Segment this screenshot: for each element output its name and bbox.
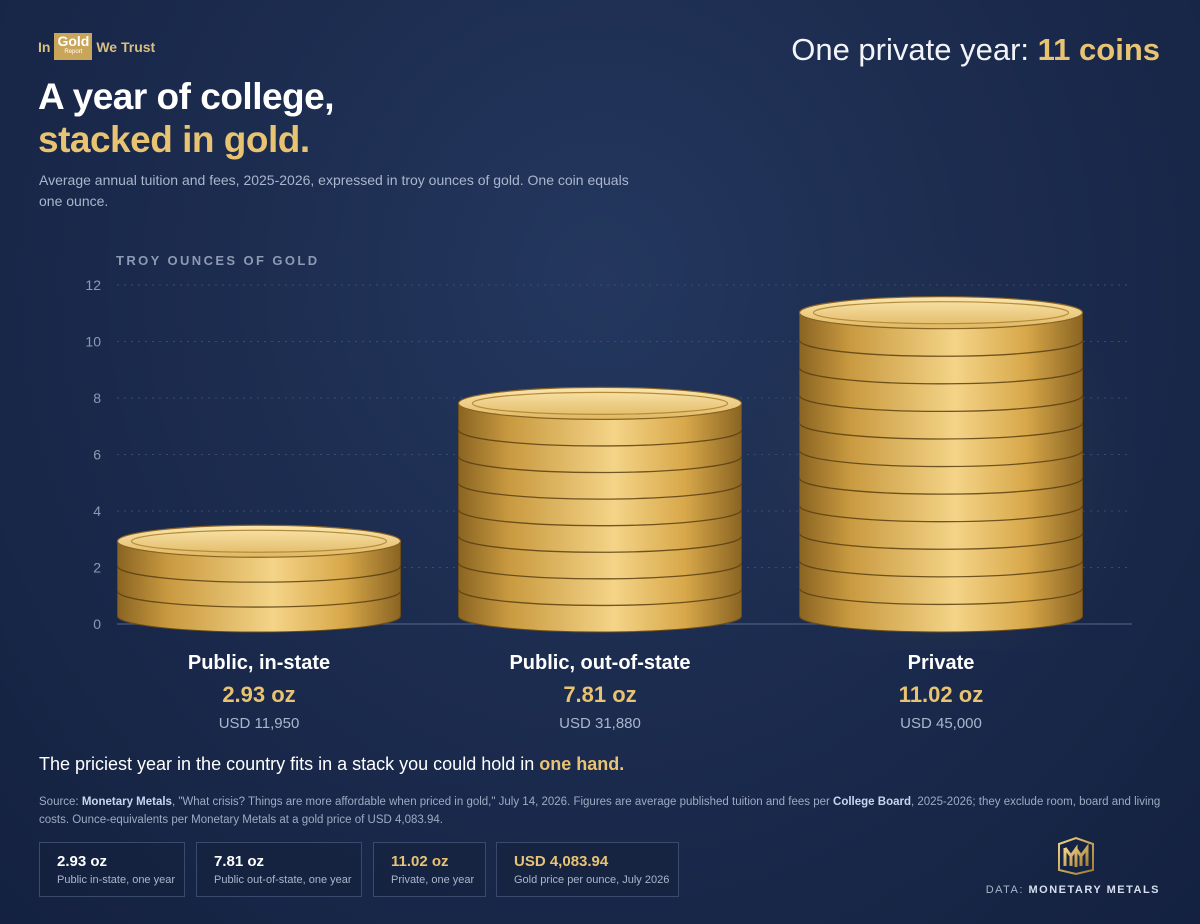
stat-value: 7.81 oz [214,853,265,870]
stat-card-public-out-of-state: 7.81 oz Public out-of-state, one year [196,842,362,897]
source-prefix: Source: [39,796,79,808]
coin-stack-bar [457,386,743,633]
y-tick-label: 10 [85,334,101,350]
credit-prefix: DATA: [985,884,1024,896]
category-ounces: 7.81 oz [563,682,637,707]
credit-name: MONETARY METALS [1028,884,1160,896]
coin-edge [798,395,1084,413]
monetary-metals-logo-icon [1058,836,1094,876]
stat-description: Public in-state, one year [57,874,176,886]
coin-edge [798,367,1084,385]
stat-value: USD 4,083.94 [514,853,609,870]
coin-edge [457,456,743,474]
coin-top-rim [471,391,729,415]
coin-edge [457,509,743,527]
source-publisher-link[interactable]: Monetary Metals [81,796,172,808]
source-org-link[interactable]: College Board [833,796,911,808]
coin-edge [798,340,1084,357]
brand-gold-box: Gold Report [54,33,93,60]
coin-stack-bar [116,524,402,633]
y-tick-label: 0 [93,616,101,632]
coin-edge [798,450,1084,468]
stat-value: 11.02 oz [391,853,449,870]
category-public-out-of-state: Public, out-of-state 7.81 oz USD 31,880 [440,652,760,732]
coin-edge [798,422,1084,440]
stat-card-private: 11.02 oz Private, one year [373,842,486,897]
coin-top-face [798,296,1084,330]
category-name: Public, out-of-state [509,652,691,674]
source-suffix: , 2025-2026; they exclude room, board an… [39,796,1161,826]
stat-card-gold-price: USD 4,083.94 Gold price per ounce, July … [496,842,679,897]
coin-edge [798,560,1084,578]
brand-logo: In Gold Report We Trust [38,33,155,60]
category-private: Private 11.02 oz USD 45,000 [781,652,1101,732]
stat-card-public-in-state: 2.93 oz Public in-state, one year [39,842,185,897]
coin-stack-body [799,312,1083,633]
category-ounces: 2.93 oz [222,682,296,707]
title-line-2: stacked in gold. [38,119,310,160]
coin-edge [116,566,402,583]
source-middle: , "What crisis? Things are more affordab… [171,796,830,808]
headline: One private year: 11 coins [791,32,1160,68]
y-tick-label: 4 [93,503,101,519]
coin-edge [457,536,743,553]
brand-prefix: In [38,38,51,55]
coin-stack-body [117,540,401,633]
coin-stack-chart: 0 2 4 6 8 10 12 [85,235,1151,650]
category-usd: USD 45,000 [900,715,982,732]
subtitle: Average annual tuition and fees, 2025-20… [39,172,629,209]
coin-edge [457,482,743,500]
stat-value: 2.93 oz [57,853,108,870]
y-tick-label: 6 [93,447,101,463]
coin-stack-body [458,402,742,633]
coin-edge [798,533,1084,550]
data-credit: DATA: MONETARY METALS [986,884,1160,896]
brand-gold: Gold [57,33,90,49]
page-title: A year of college, stacked in gold. [38,75,335,161]
y-axis-label: TROY OUNCES OF GOLD [116,253,320,268]
y-tick-label: 2 [93,560,101,576]
stat-description: Private, one year [391,874,475,886]
stat-description: Gold price per ounce, July 2026 [514,874,670,886]
takeaway-highlight: one hand. [539,754,625,774]
brand-suffix: We Trust [96,38,156,55]
coin-top-rim [812,301,1070,325]
brand-report: Report [64,49,83,55]
headline-text: One private year: [791,32,1030,67]
category-name: Public, in-state [187,652,331,674]
stat-description: Public out-of-state, one year [214,874,352,886]
coin-stack-bar [731,235,1151,650]
coin-edge [798,477,1084,495]
headline-value: 11 coins [1037,32,1160,67]
category-usd: USD 31,880 [559,715,641,732]
takeaway-text: The priciest year in the country fits in… [39,754,535,774]
coin-edge [798,588,1084,606]
coin-edge [457,589,743,607]
coin-edge [457,429,743,447]
coin-edge [116,590,402,608]
coin-top-face [116,524,402,558]
takeaway: The priciest year in the country fits in… [39,754,624,775]
source-note: Source: Monetary Metals, "What crisis? T… [39,793,1169,829]
coin-edge [457,562,743,580]
category-usd: USD 11,950 [218,715,300,732]
coin-edge [798,505,1084,523]
y-tick-label: 12 [85,277,101,293]
category-ounces: 11.02 oz [898,682,984,707]
category-name: Private [907,652,975,674]
y-tick-label: 8 [93,390,101,406]
coin-top-rim [130,529,388,553]
title-line-1: A year of college, [38,76,335,117]
category-public-in-state: Public, in-state 2.93 oz USD 11,950 [99,652,419,732]
